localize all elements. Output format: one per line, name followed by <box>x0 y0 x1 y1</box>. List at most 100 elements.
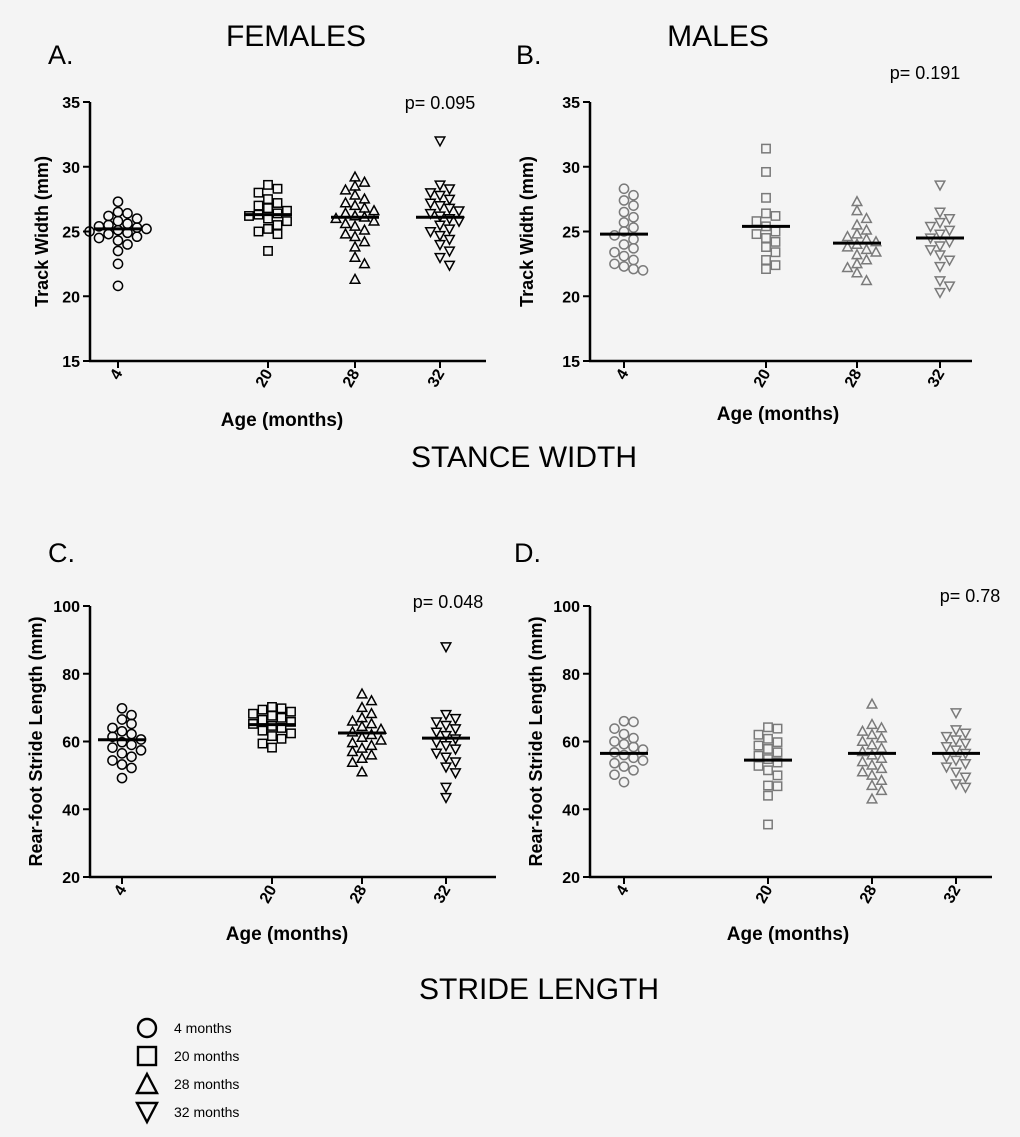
triangle-down-point <box>430 737 443 749</box>
triangle-down-point <box>433 180 447 192</box>
triangle-up-point <box>856 755 869 767</box>
circle-point <box>107 731 118 743</box>
x-tick-label: 32 <box>925 366 949 390</box>
triangle-up-point <box>365 694 378 706</box>
square-point <box>753 729 764 740</box>
triangle-down-point <box>449 724 462 736</box>
square-point <box>253 187 264 198</box>
males-heading: MALES <box>667 20 769 53</box>
y-tick-label: 30 <box>62 160 80 177</box>
x-tick-label: 32 <box>941 882 965 906</box>
square-point <box>257 738 268 749</box>
triangle-up-point <box>367 204 381 216</box>
triangle-up-point <box>850 257 864 269</box>
triangle-down-point <box>933 180 947 192</box>
square-point <box>276 733 287 744</box>
y-axis-title: Track Width (mm) <box>517 156 537 307</box>
circle-point <box>609 769 620 781</box>
circle-point <box>628 732 639 744</box>
triangle-down-point <box>439 752 453 764</box>
triangle-down-point <box>430 748 443 760</box>
y-tick-label: 20 <box>562 870 580 887</box>
circle-point <box>628 211 639 223</box>
triangle-up-point <box>865 738 879 750</box>
triangle-down-point <box>449 768 462 780</box>
square-point <box>761 143 771 154</box>
square-point <box>763 733 773 744</box>
triangle-down-point <box>943 281 956 293</box>
triangle-down-point <box>949 708 963 720</box>
legend-label: 32 months <box>174 1104 240 1120</box>
triangle-up-point <box>358 257 371 269</box>
chart-panel: A. 15 20 25 30 35 4 20 28 32 Track Width (mm) Age (… <box>32 40 486 431</box>
triangle-up-point <box>860 274 873 286</box>
legend-label: 20 months <box>174 1048 240 1064</box>
circle-point <box>122 218 133 230</box>
triangle-up-point <box>339 217 352 229</box>
circle-point <box>112 258 124 270</box>
triangle-down-point <box>439 642 453 654</box>
triangle-down-point <box>933 207 947 219</box>
triangle-up-point <box>875 762 888 774</box>
square-point <box>761 192 771 203</box>
square-point <box>272 229 283 240</box>
x-tick-label: 32 <box>431 882 455 906</box>
square-point <box>772 781 783 792</box>
circle-point <box>116 772 128 784</box>
circle-point <box>122 239 133 250</box>
square-point <box>263 179 273 190</box>
triangle-down-point <box>424 188 437 200</box>
circle-point <box>116 759 128 770</box>
triangle-up-point <box>869 245 883 257</box>
square-point <box>772 747 783 758</box>
stance-width-heading: STANCE WIDTH <box>411 441 637 474</box>
x-tick-label: 28 <box>857 882 881 906</box>
triangle-down-point <box>449 713 462 726</box>
square-point <box>770 226 781 237</box>
triangle-up-point <box>850 248 864 260</box>
triangle-down-point <box>449 744 462 756</box>
x-tick-label: 4 <box>613 366 632 382</box>
square-point <box>276 712 287 723</box>
legend-item: 32 months <box>134 1098 239 1126</box>
y-tick-label: 20 <box>562 289 580 306</box>
square-point <box>282 216 292 227</box>
triangle-down-point <box>439 762 453 774</box>
y-axis-title: Rear-foot Stride Length (mm) <box>26 616 46 866</box>
circle-point <box>618 715 630 727</box>
square-point <box>263 203 273 214</box>
triangle-down-point <box>433 190 447 202</box>
triangle-down-point <box>433 201 447 213</box>
triangle-down-point <box>933 229 947 241</box>
square-point <box>763 744 773 754</box>
triangle-up-point <box>850 227 864 239</box>
triangle-down-point <box>439 792 453 804</box>
triangle-up-point <box>850 266 864 278</box>
triangle-down-point <box>424 198 437 210</box>
circle-point <box>618 206 630 218</box>
square-point <box>770 236 781 247</box>
square-point <box>772 757 783 768</box>
triangle-down-point <box>452 206 466 218</box>
circle-point <box>628 233 639 245</box>
triangle-up-point <box>365 748 378 760</box>
triangle-up-point <box>865 792 879 804</box>
triangle-down-point <box>924 245 937 257</box>
triangle-up-point <box>348 240 362 252</box>
triangle-down-point <box>943 214 956 226</box>
triangle-up-point <box>346 714 359 726</box>
triangle-up-point <box>355 687 369 699</box>
triangle-down-point <box>933 287 947 299</box>
circle-point <box>609 736 620 747</box>
circle-point <box>112 280 124 292</box>
triangle-up-point <box>856 734 869 747</box>
circle-point <box>131 213 143 224</box>
circle-point <box>618 761 630 772</box>
triangle-up-point <box>355 751 369 763</box>
chart-panel: B. 15 20 25 30 35 4 20 28 32 Track Width (mm) Age (… <box>516 40 972 425</box>
circle-point <box>107 742 118 753</box>
triangle-down-point <box>959 772 972 784</box>
circle-point <box>618 749 630 761</box>
circle-point <box>618 250 630 262</box>
triangle-down-point <box>933 276 947 288</box>
